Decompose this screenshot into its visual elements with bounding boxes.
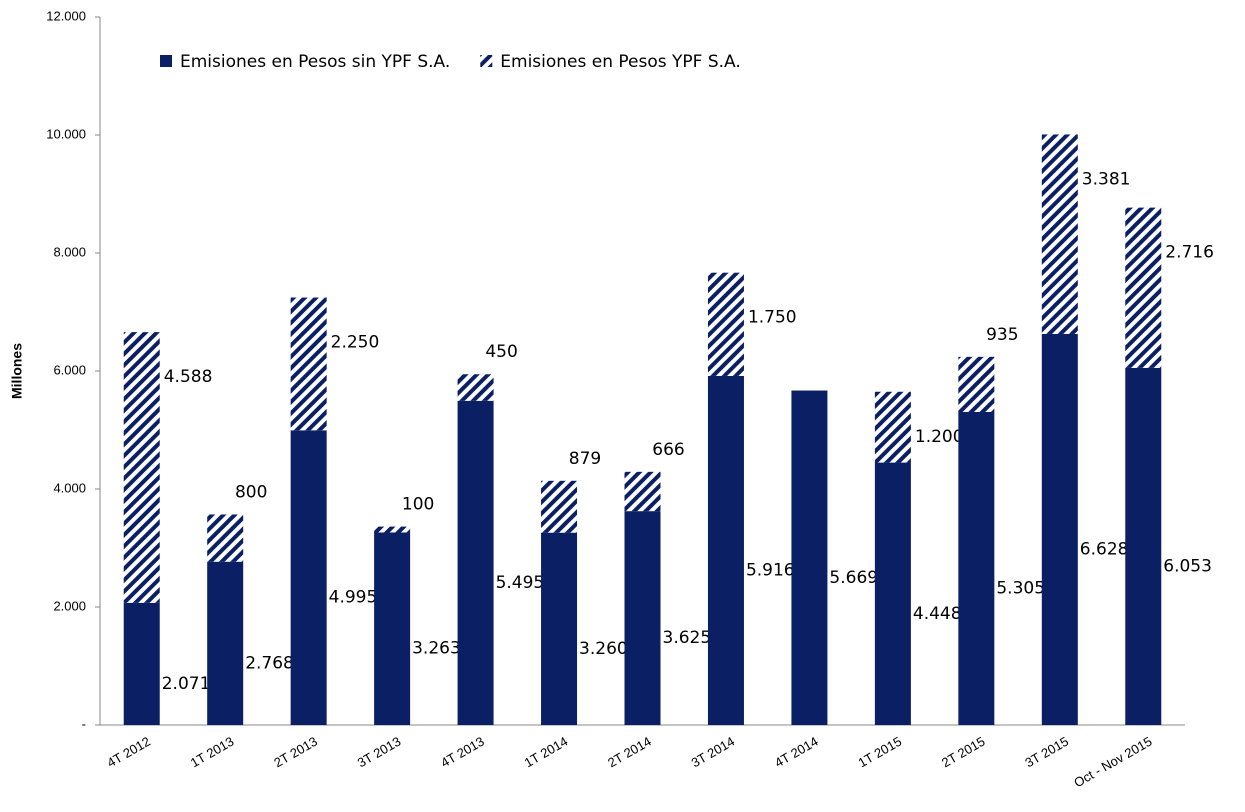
x-tick-label: 3T 2015 [1022,734,1071,771]
bar-segment [290,430,327,725]
value-label: 4.448 [913,604,962,624]
x-tick-label: 1T 2015 [855,734,904,771]
bar-segment [707,272,744,376]
value-label: 4.995 [329,588,378,608]
bar-segment [541,480,578,533]
bar-segment [624,511,661,725]
bar-segment [791,390,828,725]
bar-segment [1041,134,1078,334]
value-label: 1.750 [748,308,797,328]
value-label: 4.588 [164,367,213,387]
x-tick-label: 2T 2013 [271,734,320,771]
value-label: 3.263 [412,639,461,659]
x-tick-label: 2T 2014 [605,734,654,771]
value-label: 5.916 [746,560,795,580]
bar-segment [874,462,911,725]
legend-swatch [160,55,172,67]
bar-segment [374,532,411,725]
value-label: 5.669 [829,568,878,588]
value-label: 6.628 [1080,539,1129,559]
value-label: 2.716 [1165,243,1214,263]
bar-segment [290,297,327,431]
value-label: 6.053 [1163,556,1212,576]
value-label: 2.250 [331,333,380,353]
y-tick-label: 12.000 [46,8,86,23]
bar-segment [707,375,744,725]
bar-segment [1041,333,1078,725]
value-label: 3.381 [1082,169,1131,189]
value-label: 666 [652,440,684,460]
x-tick-label: Oct - Nov 2015 [1071,734,1154,791]
legend-label: Emisiones en Pesos YPF S.A. [500,52,741,72]
bar-segment [1125,367,1162,725]
x-tick-label: 4T 2014 [772,734,821,771]
bar-segment [958,412,995,725]
value-label: 3.260 [579,639,628,659]
value-label: 800 [235,482,267,502]
bar-segment [457,374,494,401]
x-tick-label: 4T 2012 [104,734,153,771]
y-tick-label: - [82,716,86,731]
value-label: 3.625 [663,628,712,648]
value-label: 450 [485,342,517,362]
bar-segment [207,514,244,562]
bar-segment [541,532,578,725]
value-label: 935 [986,325,1018,345]
bar-segment [874,391,911,463]
y-tick-label: 6.000 [53,362,86,377]
x-tick-label: 1T 2013 [188,734,237,771]
x-tick-label: 1T 2014 [522,734,571,771]
x-tick-label: 3T 2014 [689,734,738,771]
y-tick-label: 4.000 [53,480,86,495]
y-tick-label: 8.000 [53,244,86,259]
x-tick-label: 4T 2013 [438,734,487,771]
legend-swatch [480,55,493,67]
y-tick-label: 2.000 [53,598,86,613]
bar-segment [123,602,160,725]
bar-segment [123,332,160,603]
value-label: 5.305 [996,579,1045,599]
value-label: 1.200 [915,427,964,447]
legend-label: Emisiones en Pesos sin YPF S.A. [180,52,450,72]
bar-segment [457,400,494,725]
value-label: 100 [402,495,434,515]
value-label: 2.768 [245,653,294,673]
y-tick-label: 10.000 [46,126,86,141]
bar-segment [1125,207,1162,368]
bar-segment [624,471,661,512]
y-axis-label: Millones [9,343,25,399]
x-tick-label: 3T 2013 [355,734,404,771]
bar-segment [374,526,411,533]
bar-segment [207,561,244,725]
value-label: 879 [569,449,601,469]
value-label: 5.495 [496,573,545,593]
x-tick-label: 2T 2015 [939,734,988,771]
value-label: 2.071 [162,674,211,694]
bar-segment [958,356,995,413]
